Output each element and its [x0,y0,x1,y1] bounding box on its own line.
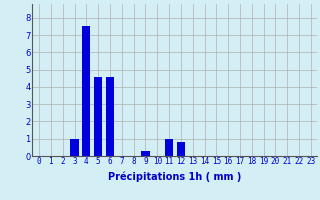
Bar [70,139,79,156]
Bar [82,26,91,156]
Bar [141,151,149,156]
X-axis label: Précipitations 1h ( mm ): Précipitations 1h ( mm ) [108,172,241,182]
Bar [94,77,102,156]
Bar [165,139,173,156]
Bar [106,77,114,156]
Bar [177,142,185,156]
